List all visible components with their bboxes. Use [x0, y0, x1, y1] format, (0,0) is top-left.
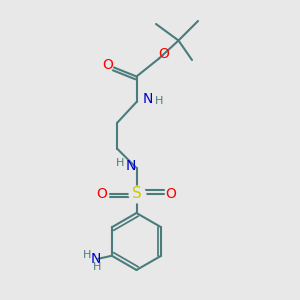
- Text: N: N: [125, 160, 136, 173]
- Text: S: S: [132, 186, 141, 201]
- Text: O: O: [97, 187, 107, 200]
- Text: H: H: [93, 262, 101, 272]
- Text: H: H: [83, 250, 91, 260]
- Text: H: H: [116, 158, 124, 168]
- Text: O: O: [158, 47, 169, 61]
- Text: O: O: [166, 187, 176, 200]
- Text: N: N: [90, 252, 101, 266]
- Text: N: N: [143, 92, 153, 106]
- Text: O: O: [102, 58, 113, 72]
- Text: H: H: [155, 96, 163, 106]
